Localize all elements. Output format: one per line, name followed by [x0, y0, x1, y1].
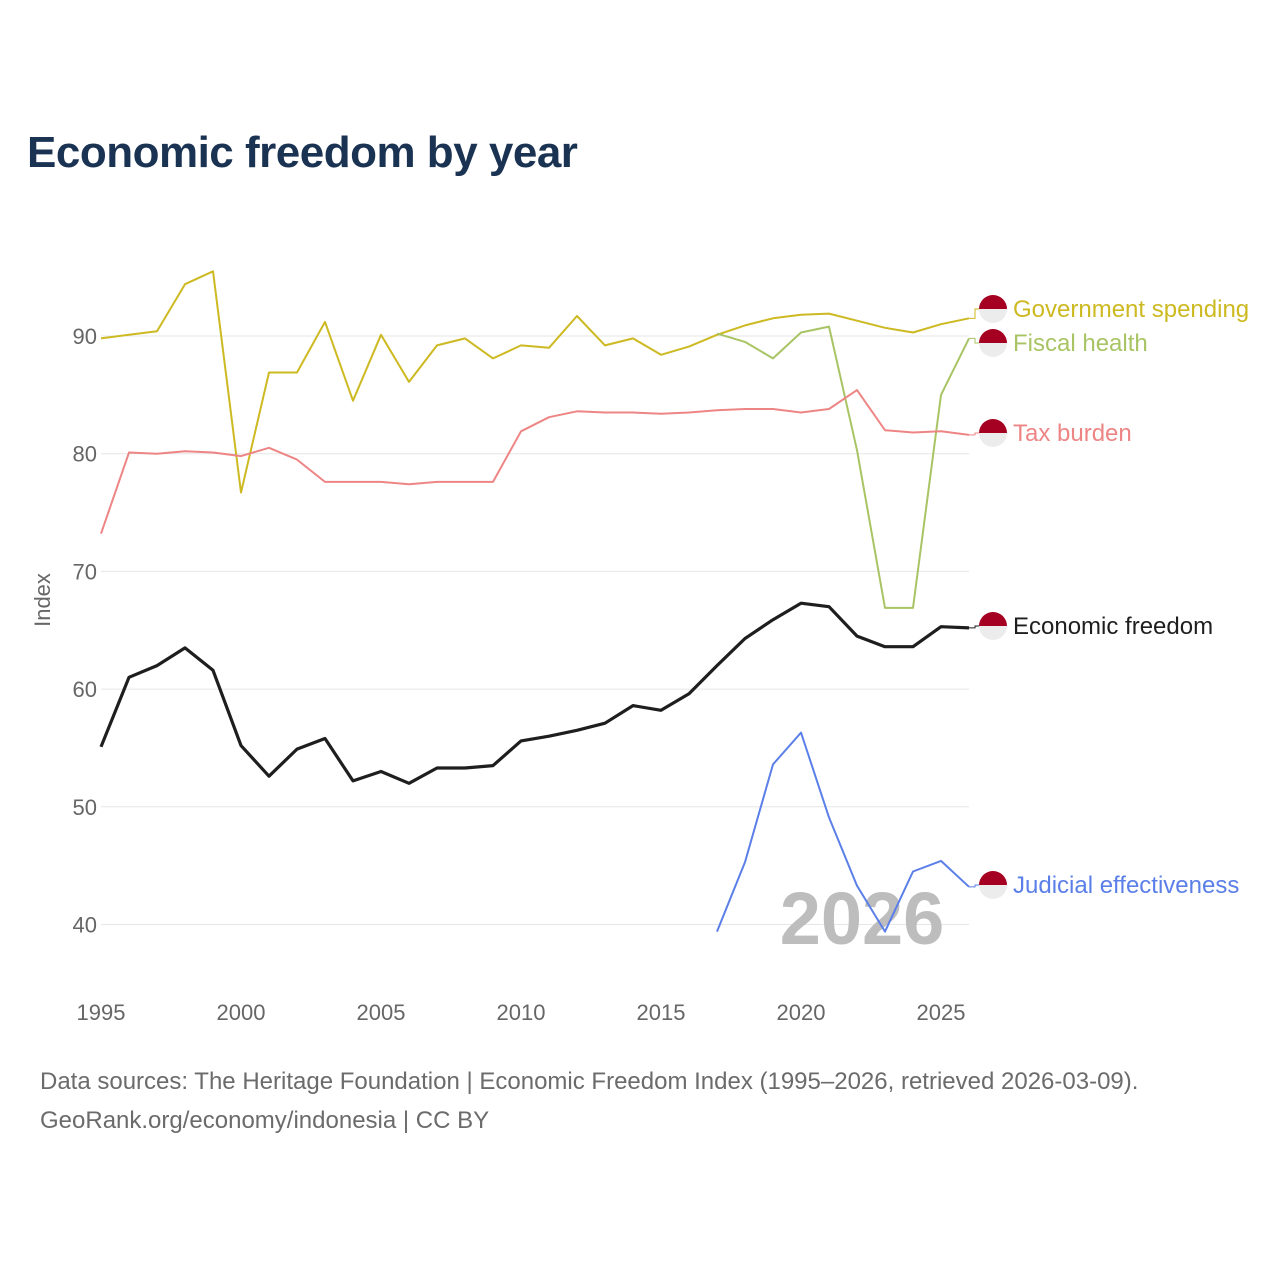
tax-burden-flag-icon [979, 419, 1007, 447]
judicial-effectiveness-connector [969, 884, 981, 888]
flag-top [979, 295, 1007, 309]
government-spending-flag-icon [979, 295, 1007, 323]
government-spending-line [100, 270, 970, 494]
y-tick-label: 70 [73, 559, 97, 584]
footer-sources: Data sources: The Heritage Foundation | … [40, 1068, 1139, 1095]
series-lines [99, 270, 970, 933]
chart-title: Economic freedom by year [27, 128, 578, 177]
flag-top [979, 612, 1007, 626]
fiscal-health-line [716, 325, 970, 609]
footer-credit: GeoRank.org/economy/indonesia | CC BY [40, 1107, 490, 1134]
tax-burden-label: Tax burden [1013, 420, 1132, 447]
x-tick-label: 2005 [357, 1000, 406, 1025]
x-tick-label: 2010 [497, 1000, 546, 1025]
fiscal-health-label: Fiscal health [1013, 330, 1148, 357]
y-tick-label: 90 [73, 324, 97, 349]
fiscal-health-connector [969, 337, 981, 344]
flag-bottom [979, 343, 1007, 357]
economic-freedom-line [99, 601, 970, 785]
flag-top [979, 871, 1007, 885]
series-labels: Government spending Fiscal health Tax burd… [969, 295, 1249, 899]
fiscal-health-flag-icon [979, 329, 1007, 357]
judicial-effectiveness-flag-icon [979, 871, 1007, 899]
economic-freedom-flag-icon [979, 612, 1007, 640]
y-tick-label: 40 [73, 913, 97, 938]
flag-bottom [979, 626, 1007, 640]
tax-burden-connector [969, 432, 981, 436]
gridlines [101, 335, 969, 925]
government-spending-label: Government spending [1013, 296, 1249, 323]
flag-top [979, 329, 1007, 343]
flag-bottom [979, 309, 1007, 323]
x-tick-label: 2020 [777, 1000, 826, 1025]
government-spending-connector [969, 308, 981, 319]
x-tick-label: 1995 [77, 1000, 126, 1025]
tax-burden-line [100, 389, 970, 535]
judicial-effectiveness-line [716, 731, 970, 933]
economic-freedom-label: Economic freedom [1013, 613, 1213, 640]
y-axis-ticks: 40 50 60 70 80 90 [73, 324, 97, 938]
x-tick-label: 2025 [917, 1000, 966, 1025]
flag-bottom [979, 433, 1007, 447]
year-watermark: 2026 [780, 877, 945, 960]
economic-freedom-connector [969, 625, 981, 629]
y-tick-label: 60 [73, 677, 97, 702]
y-axis-label: Index [30, 573, 55, 627]
x-tick-label: 2015 [637, 1000, 686, 1025]
x-tick-label: 2000 [217, 1000, 266, 1025]
y-tick-label: 80 [73, 442, 97, 467]
judicial-effectiveness-label: Judicial effectiveness [1013, 872, 1239, 899]
y-tick-label: 50 [73, 795, 97, 820]
flag-top [979, 419, 1007, 433]
x-axis-ticks: 1995 2000 2005 2010 2015 2020 2025 [77, 1000, 966, 1025]
flag-bottom [979, 885, 1007, 899]
